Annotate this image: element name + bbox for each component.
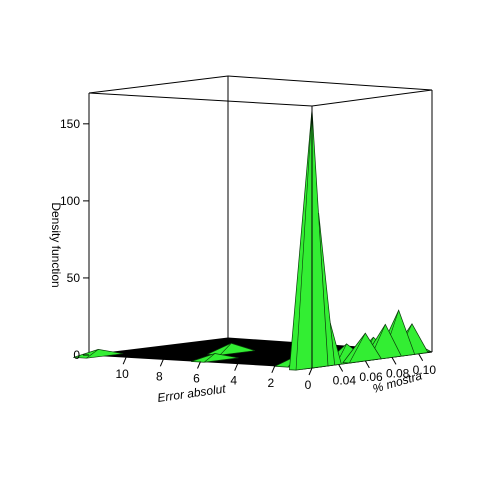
z-tick-label: 50: [67, 271, 81, 285]
z-tick-label: 0: [73, 348, 80, 362]
y-tick-label: 0.06: [359, 370, 383, 384]
x-tick-mark: [122, 356, 127, 365]
x-tick-label: 4: [230, 374, 237, 388]
plot-box-back: [88, 75, 433, 355]
y-tick-mark: [338, 364, 344, 372]
z-tick-label: 100: [60, 194, 80, 208]
y-tick-mark: [364, 360, 370, 369]
z-tick-label: 150: [60, 117, 80, 131]
x-axis-label: Error absolut: [156, 381, 227, 405]
z-axis-label: Density function: [49, 202, 63, 287]
plot-box-front: [88, 89, 433, 368]
surface-peak: [289, 109, 329, 371]
box-edge: [88, 75, 229, 94]
density-surface: [73, 109, 432, 371]
box-edge: [311, 89, 433, 107]
surface-mesh-line: [219, 343, 232, 356]
surface-mesh-line: [86, 349, 99, 359]
box-edge: [88, 92, 313, 107]
x-tick-mark: [159, 359, 164, 367]
x-axis: 0 2 4 6 8 10: [115, 356, 313, 392]
x-tick-label: 8: [156, 369, 163, 383]
y-tick-label: 0.10: [413, 363, 437, 377]
x-tick-label: 0: [305, 378, 312, 392]
x-tick-label: 10: [115, 367, 129, 381]
z-axis: 0 50 100 150: [60, 117, 89, 362]
y-tick-mark: [418, 353, 424, 362]
surface-peak: [342, 332, 382, 364]
surface-mesh-line: [295, 109, 313, 371]
box-edge: [227, 75, 433, 91]
x-tick-mark: [271, 365, 276, 374]
y-tick-label: 0.04: [333, 373, 357, 387]
y-tick-mark: [391, 357, 397, 365]
x-tick-mark: [197, 361, 201, 369]
surface-mesh-line: [349, 333, 366, 364]
surface-peak: [73, 349, 124, 359]
surface-mesh-line: [203, 353, 216, 363]
y-tick-label: 0.08: [386, 366, 410, 380]
y-axis: 0.04 0.06 0.08 0.10: [333, 353, 437, 387]
x-tick-mark: [308, 367, 313, 376]
x-tick-mark: [234, 363, 239, 371]
x-tick-label: 2: [267, 376, 274, 390]
x-tick-label: 6: [193, 372, 200, 386]
